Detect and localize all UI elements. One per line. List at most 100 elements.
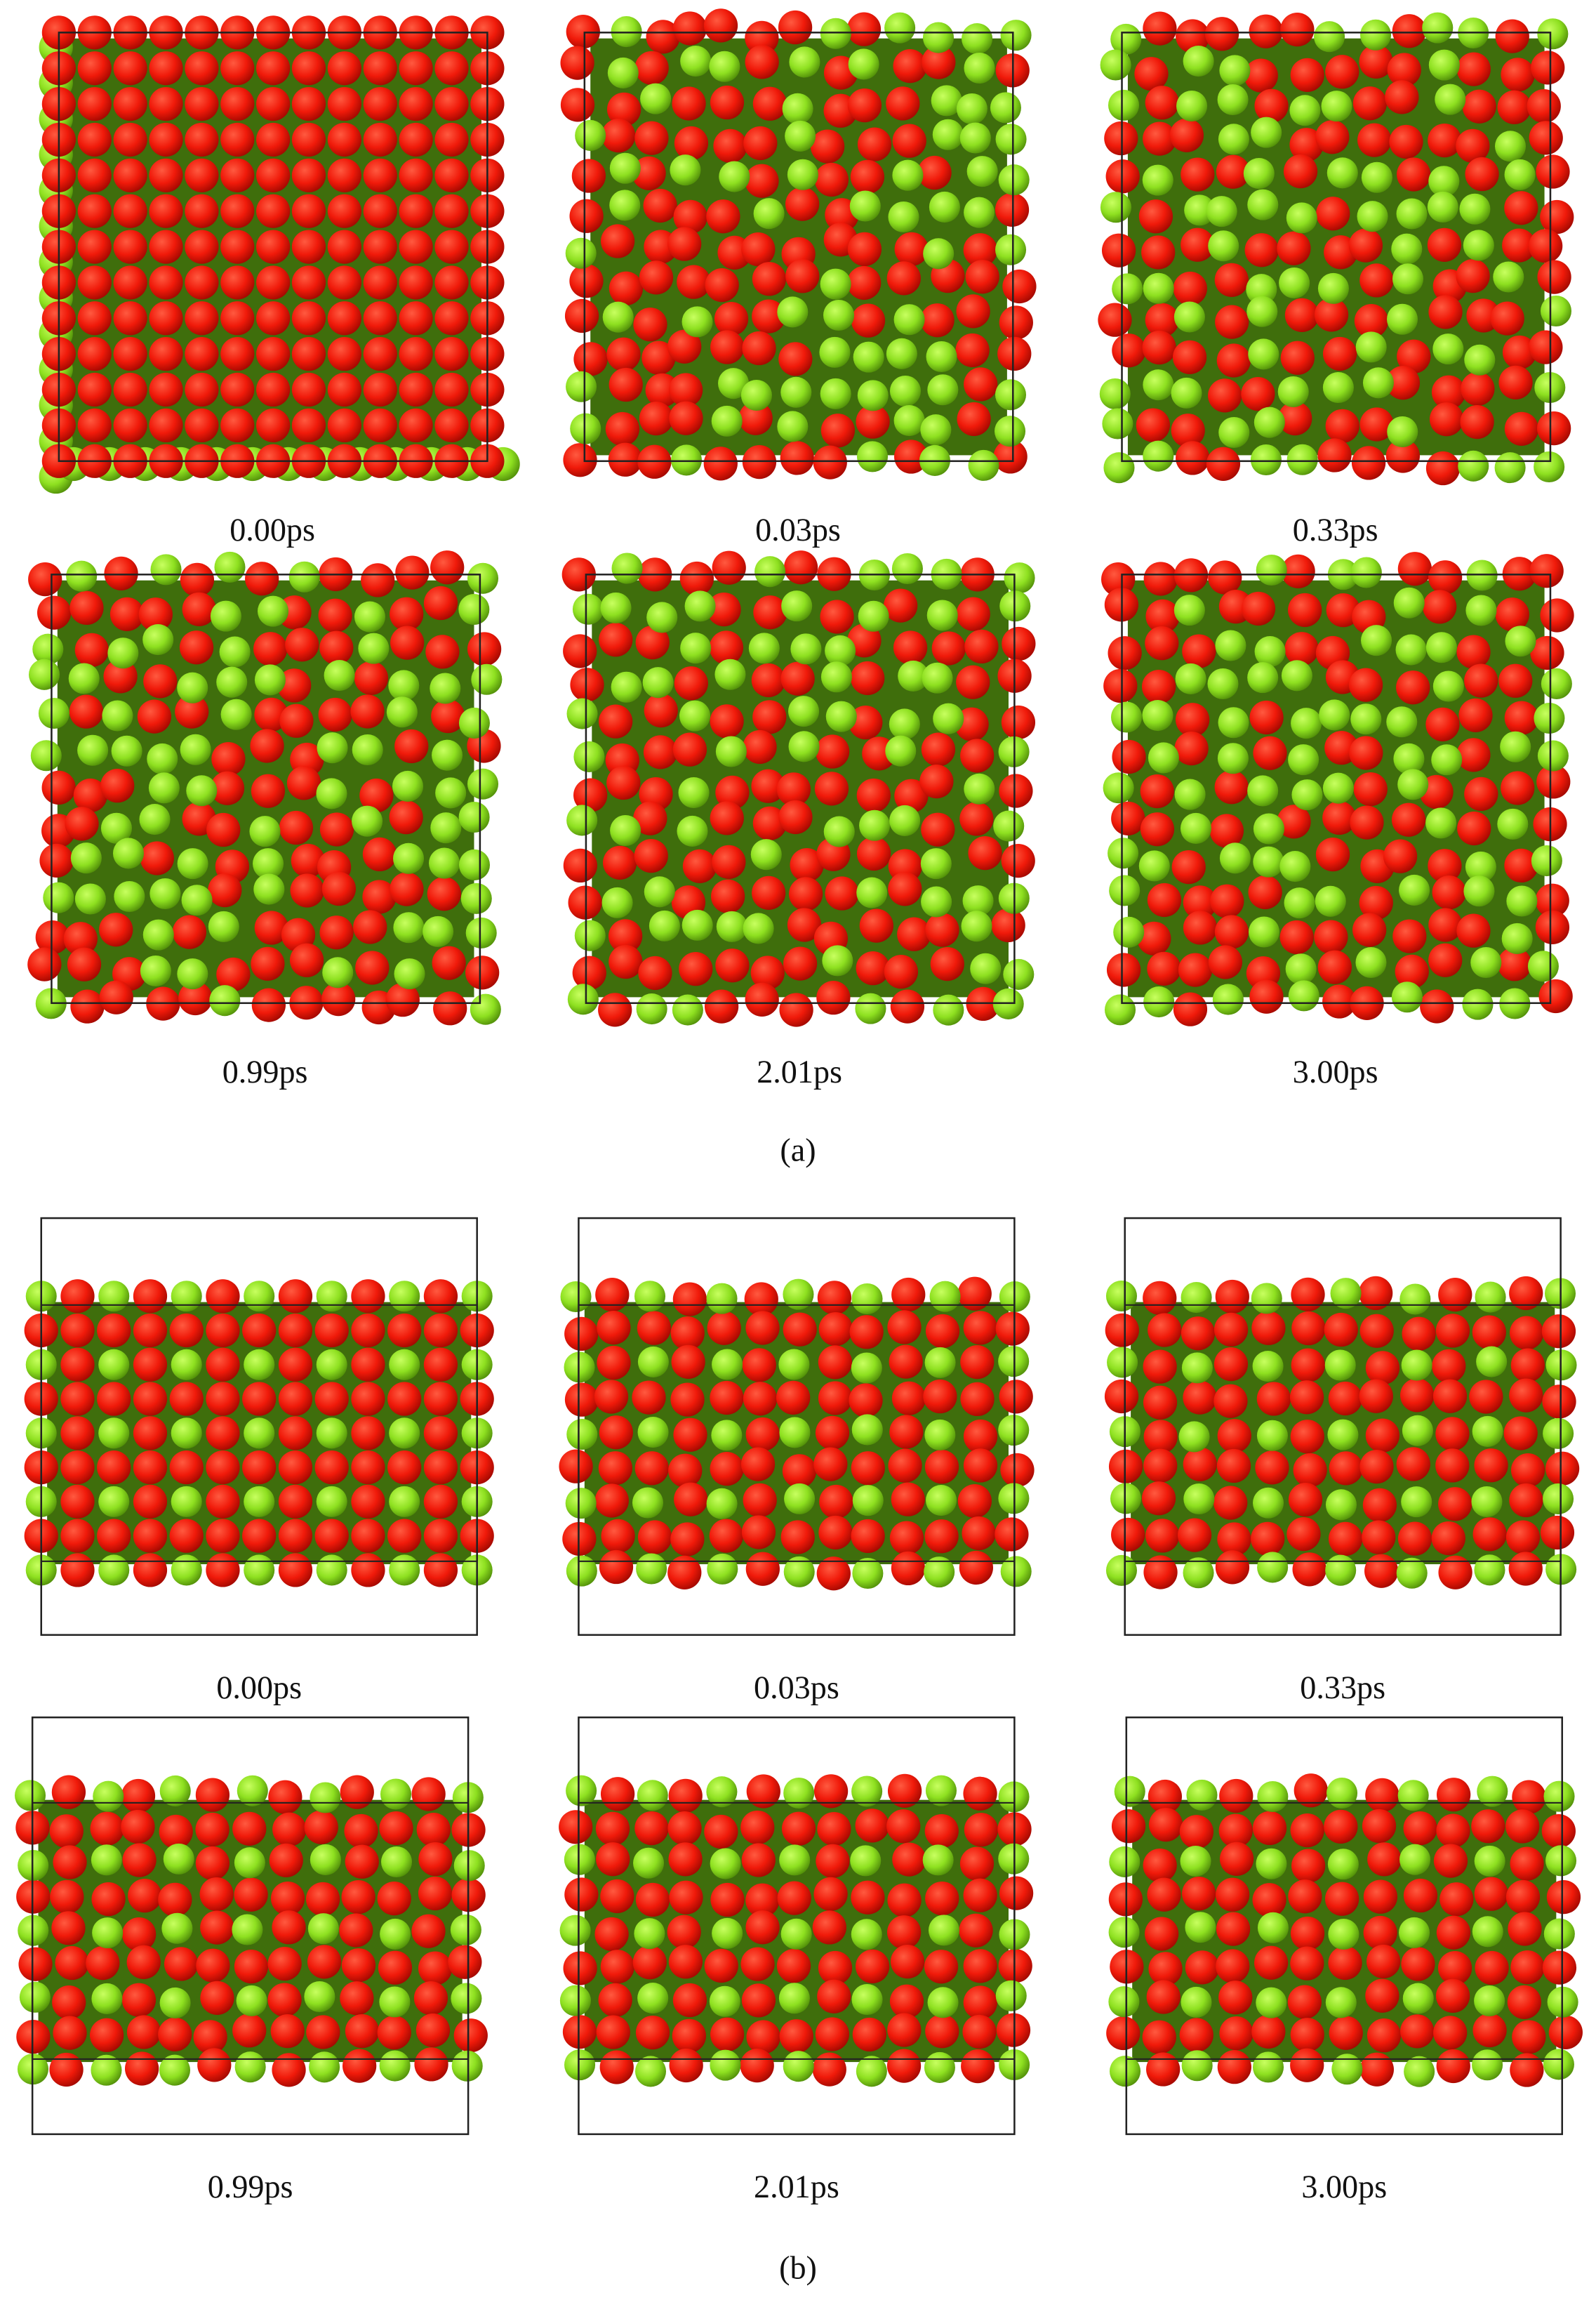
atom <box>113 337 147 371</box>
atom <box>1322 336 1357 371</box>
atom <box>1456 635 1491 669</box>
atom <box>894 232 929 266</box>
atom <box>1324 1349 1356 1381</box>
atom <box>710 2049 741 2081</box>
atom <box>399 158 433 192</box>
atom <box>150 554 182 586</box>
atom <box>1364 1554 1399 1588</box>
atom <box>594 1380 629 1414</box>
atom <box>1206 447 1241 481</box>
atom <box>1543 1780 1575 1812</box>
atom <box>751 663 786 698</box>
atom <box>319 812 354 847</box>
atom <box>197 2048 232 2082</box>
atom <box>597 1345 631 1380</box>
atom <box>891 553 923 585</box>
atom <box>1216 154 1251 189</box>
atom <box>1253 846 1284 878</box>
atom <box>1399 1917 1430 1948</box>
atom <box>319 915 354 950</box>
atom <box>999 1380 1033 1414</box>
atom <box>1359 44 1393 79</box>
atom <box>149 301 183 336</box>
atom <box>1359 1276 1393 1311</box>
atom <box>285 628 319 662</box>
atom <box>253 848 284 880</box>
atom <box>1000 1556 1032 1587</box>
atom <box>886 86 920 121</box>
atom <box>857 127 892 161</box>
atom <box>267 1983 302 2017</box>
atom <box>1438 1555 1472 1589</box>
atom <box>272 1910 306 1945</box>
atom <box>133 1416 168 1450</box>
slab-box <box>578 1304 1016 1562</box>
atom <box>77 734 109 766</box>
atom <box>1472 1517 1507 1552</box>
atom <box>779 993 813 1027</box>
atom <box>1098 303 1132 337</box>
atom <box>430 673 461 704</box>
atom <box>1428 166 1460 197</box>
atom <box>1143 1448 1178 1483</box>
simulation-box <box>1121 32 1552 463</box>
atom <box>304 1981 335 2012</box>
atom <box>1354 304 1389 338</box>
atom <box>924 1950 959 1984</box>
atom <box>98 1417 130 1449</box>
atom <box>606 92 641 126</box>
atom <box>1399 1844 1431 1875</box>
atom <box>77 86 112 121</box>
atom <box>1175 703 1210 737</box>
atom <box>1352 86 1388 121</box>
atom <box>208 911 239 942</box>
atom <box>1256 1420 1288 1451</box>
atom <box>1001 843 1035 878</box>
atom <box>573 778 608 812</box>
atom <box>959 1550 993 1585</box>
atom <box>1428 49 1460 81</box>
atom <box>1217 743 1249 774</box>
atom <box>324 660 355 692</box>
atom <box>377 1882 411 1916</box>
atom <box>849 1315 884 1349</box>
atom <box>674 1482 708 1516</box>
atom <box>423 1382 458 1416</box>
atom <box>1389 124 1423 159</box>
atom <box>1401 1486 1432 1518</box>
atom <box>234 1877 268 1912</box>
atom <box>327 301 362 336</box>
atom <box>149 372 183 407</box>
atom <box>1404 2056 1435 2087</box>
atom <box>1472 1315 1506 1349</box>
atom <box>1215 630 1246 661</box>
atom <box>1246 296 1278 327</box>
atom <box>1497 90 1531 124</box>
atom <box>1103 772 1134 804</box>
atom <box>206 812 241 847</box>
atom <box>351 1382 385 1416</box>
atom <box>1472 2049 1503 2081</box>
atom <box>1322 800 1357 835</box>
atom <box>778 1983 810 2014</box>
atom <box>1540 295 1572 327</box>
atom <box>1396 1447 1430 1481</box>
atom <box>1330 1278 1362 1309</box>
atom <box>363 51 397 86</box>
atom <box>279 703 314 738</box>
atom <box>291 372 326 407</box>
atom <box>133 1313 168 1348</box>
atom <box>741 1515 776 1549</box>
atom <box>435 777 467 809</box>
atom <box>894 439 929 474</box>
atom <box>718 368 750 399</box>
atom <box>632 1487 664 1519</box>
atom <box>1146 2052 1181 2087</box>
atom <box>672 11 707 46</box>
atom <box>1402 1415 1433 1446</box>
atom <box>851 1519 885 1554</box>
atom <box>1219 2016 1253 2051</box>
atom <box>1359 1379 1393 1413</box>
atom <box>816 1844 850 1878</box>
